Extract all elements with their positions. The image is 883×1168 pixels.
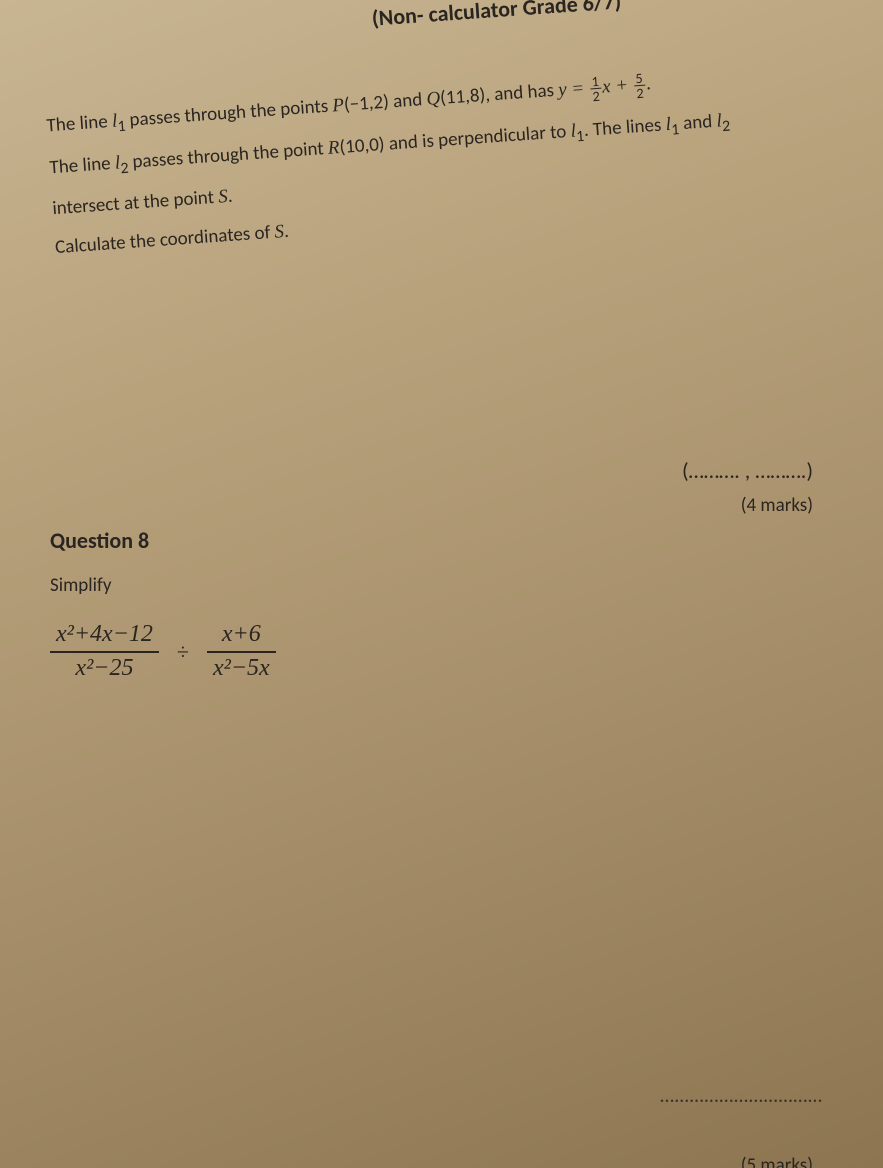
period: . (645, 72, 651, 95)
text: passes through the points (124, 95, 333, 132)
text: passes through the point (127, 137, 328, 174)
q8-instruction: Simplify (50, 574, 833, 597)
text: The line (46, 110, 113, 138)
question-7-body: The line l1 passes through the points P(… (46, 56, 838, 264)
x-plus: x + (601, 74, 633, 97)
numerator: x²+4x−12 (50, 619, 159, 653)
worksheet-page: (Non- calculator Grade 6/7) The line l1 … (0, 0, 883, 1168)
denominator: x²−5x (207, 653, 276, 685)
fraction-1: x²+4x−12 x²−25 (50, 619, 159, 684)
text: intersect at the point (52, 186, 219, 221)
question-8-title: Question 8 (50, 527, 833, 554)
period: . (227, 185, 233, 208)
coords-R: (10,0) (339, 133, 386, 159)
q8-answer-blank: …………………………… (660, 1084, 823, 1108)
text: Calculate the coordinates of (54, 221, 275, 259)
text: and is perpendicular to (384, 120, 572, 156)
coords-P: (−1,2) (343, 91, 389, 117)
sub-2b: 2 (721, 116, 730, 136)
divide-symbol: ÷ (177, 639, 189, 665)
fraction-half: 12 (589, 73, 602, 103)
denominator: 2 (634, 86, 646, 101)
text: and (388, 88, 427, 114)
q8-expression: x²+4x−12 x²−25 ÷ x+6 x²−5x (50, 619, 833, 684)
coords-Q: (11,8) (439, 84, 486, 110)
text: , and has (484, 79, 559, 107)
text: and (678, 109, 717, 135)
q7-answer-blank: (………. , ……….) (40, 457, 813, 484)
denominator: x²−25 (50, 653, 159, 685)
page-header: (Non- calculator Grade 6/7) (160, 0, 833, 46)
numerator: x+6 (207, 619, 276, 653)
denominator: 2 (590, 89, 602, 104)
y-equals: y = (558, 78, 590, 101)
text: . The lines (583, 113, 666, 142)
period: . (283, 220, 289, 243)
fraction-2: x+6 x²−5x (207, 619, 276, 684)
text: The line (49, 152, 116, 180)
q7-marks: (4 marks) (40, 494, 813, 517)
fraction-five-halves: 52 (633, 70, 646, 100)
q8-marks-cutoff: (5 marks) (741, 1154, 813, 1168)
